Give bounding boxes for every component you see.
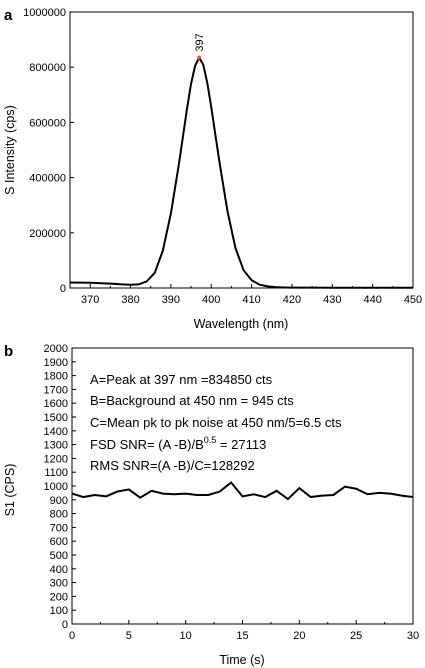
b-y-tick-label: 800 (50, 509, 68, 521)
panel-b-label: b (4, 343, 13, 360)
annotation-noise: C=Mean pk to pk noise at 450 nm/5=6.5 ct… (90, 415, 342, 430)
a-x-tick-label: 440 (363, 294, 381, 306)
b-y-tick-label: 100 (50, 605, 68, 617)
b-y-tick-label: 1300 (44, 440, 68, 452)
b-y-tick-label: 1900 (44, 357, 68, 369)
a-y-tick-label: 1000000 (23, 7, 66, 19)
a-y-tick-label: 0 (60, 283, 66, 295)
a-y-tick-label: 800000 (29, 62, 66, 74)
b-x-tick-label: 15 (236, 630, 248, 642)
panel-a-label: a (4, 7, 13, 24)
b-y-tick-label: 0 (62, 619, 68, 631)
panel-a-y-axis-label: S Intensity (cps) (3, 105, 17, 195)
a-x-tick-label: 430 (323, 294, 341, 306)
a-x-tick-label: 390 (162, 294, 180, 306)
b-y-tick-label: 1600 (44, 398, 68, 410)
panel-a-plot-frame (69, 11, 414, 289)
b-x-tick-label: 0 (69, 630, 75, 642)
b-y-tick-label: 200 (50, 591, 68, 603)
b-y-tick-label: 700 (50, 522, 68, 534)
panel-b-plot-frame (71, 347, 414, 625)
panel-a: a 0 200000 400000 600000 800000 1000000 370 38… (3, 7, 422, 331)
a-x-tick-label: 410 (242, 294, 260, 306)
a-x-tick-label: 450 (404, 294, 422, 306)
b-x-tick-label: 20 (293, 630, 305, 642)
a-x-tick-label: 370 (81, 294, 99, 306)
b-x-tick-label: 25 (350, 630, 362, 642)
panel-a-spectrum-line (69, 55, 413, 289)
annotation-fsd-snr-text: FSD SNR= (A -B)/B (90, 437, 204, 452)
panel-b-signal-line (71, 481, 414, 501)
b-y-tick-label: 900 (50, 495, 68, 507)
panel-b: b 01002003004005006007008009001000110012… (3, 343, 419, 667)
panel-b-x-axis-label: Time (s) (219, 653, 264, 667)
a-x-tick-label: 420 (283, 294, 301, 306)
b-y-tick-label: 1400 (44, 426, 68, 438)
a-y-tick-label: 600000 (29, 117, 66, 129)
b-y-tick-label: 1800 (44, 371, 68, 383)
annotation-peak: A=Peak at 397 nm =834850 cts (90, 372, 273, 387)
panel-a-x-axis-label: Wavelength (nm) (194, 317, 289, 331)
panel-a-peak-marker (197, 55, 202, 60)
panel-a-peak-label: 397 (194, 33, 206, 51)
b-y-tick-label: 400 (50, 564, 68, 576)
a-x-tick-label: 400 (202, 294, 220, 306)
b-y-tick-label: 1200 (44, 453, 68, 465)
b-y-tick-label: 600 (50, 536, 68, 548)
b-x-tick-label: 10 (180, 630, 192, 642)
a-y-tick-label: 200000 (29, 228, 66, 240)
b-y-tick-label: 1500 (44, 412, 68, 424)
panel-b-y-axis-label: S1 (CPS) (3, 464, 17, 517)
b-x-tick-label: 5 (126, 630, 132, 642)
annotation-fsd-snr-exponent: 0.5 (204, 435, 217, 445)
annotation-fsd-snr: FSD SNR= (A -B)/B0.5 = 27113 (90, 435, 266, 452)
b-y-tick-label: 1700 (44, 384, 68, 396)
annotation-rms-snr: RMS SNR=(A -B)/C=128292 (90, 458, 255, 473)
b-y-tick-label: 2000 (44, 343, 68, 355)
b-y-tick-label: 1000 (44, 481, 68, 493)
b-y-tick-label: 500 (50, 550, 68, 562)
annotation-background: B=Background at 450 nm = 945 cts (90, 393, 294, 408)
b-y-tick-label: 300 (50, 578, 68, 590)
b-x-tick-label: 30 (407, 630, 419, 642)
a-x-tick-label: 380 (121, 294, 139, 306)
annotation-fsd-snr-value: = 27113 (216, 437, 266, 452)
a-y-tick-label: 400000 (29, 173, 66, 185)
b-y-tick-label: 1100 (44, 467, 68, 479)
